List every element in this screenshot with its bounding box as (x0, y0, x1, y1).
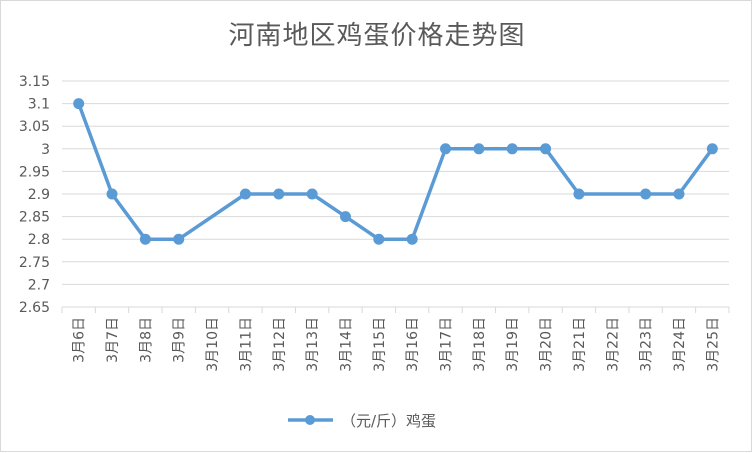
data-point (139, 233, 151, 245)
data-point (440, 143, 452, 155)
data-point (640, 188, 652, 200)
data-point (239, 188, 251, 200)
x-tick-label: 3月11日 (238, 317, 254, 372)
chart-title: 河南地区鸡蛋价格走势图 (228, 21, 526, 51)
y-tick-label: 3 (41, 142, 50, 158)
x-tick-label: 3月12日 (272, 317, 288, 372)
x-tick-label: 3月20日 (539, 317, 555, 372)
x-tick-label: 3月13日 (305, 317, 321, 372)
y-tick-label: 3.15 (19, 74, 50, 90)
y-tick-label: 2.7 (28, 277, 50, 293)
y-tick-label: 2.95 (19, 164, 50, 180)
legend-marker (305, 415, 315, 425)
y-tick-label: 3.1 (28, 97, 50, 113)
x-tick-label: 3月24日 (672, 317, 688, 372)
x-tick-label: 3月17日 (439, 317, 455, 372)
data-point (373, 233, 385, 245)
x-tick-label: 3月14日 (338, 317, 354, 372)
data-point (339, 211, 351, 223)
data-point (106, 188, 118, 200)
x-tick-label: 3月22日 (605, 317, 621, 372)
x-tick-label: 3月7日 (105, 317, 121, 363)
x-tick-label: 3月8日 (138, 317, 154, 363)
data-point (73, 98, 85, 110)
x-tick-label: 3月23日 (639, 317, 655, 372)
y-tick-label: 2.8 (28, 232, 50, 248)
x-tick-label: 3月19日 (505, 317, 521, 372)
y-tick-label: 2.9 (28, 187, 50, 203)
data-point (173, 233, 185, 245)
data-point (706, 143, 718, 155)
data-point (473, 143, 485, 155)
x-tick-label: 3月6日 (72, 317, 88, 363)
x-tick-label: 3月10日 (205, 317, 221, 372)
data-point (306, 188, 318, 200)
legend-label: （元/斤）鸡蛋 (341, 412, 436, 430)
x-tick-label: 3月15日 (372, 317, 388, 372)
y-tick-label: 2.65 (19, 300, 50, 316)
x-tick-label: 3月16日 (405, 317, 421, 372)
data-point (573, 188, 585, 200)
data-point (406, 233, 418, 245)
data-point (673, 188, 685, 200)
data-point (540, 143, 552, 155)
y-tick-label: 2.85 (19, 210, 50, 226)
x-tick-label: 3月21日 (572, 317, 588, 372)
x-tick-label: 3月18日 (472, 317, 488, 372)
y-tick-label: 3.05 (19, 119, 50, 135)
data-point (273, 188, 285, 200)
y-tick-label: 2.75 (19, 255, 50, 271)
x-tick-label: 3月9日 (172, 317, 188, 363)
x-tick-label: 3月25日 (705, 317, 721, 372)
series-line (77, 102, 714, 241)
data-point (506, 143, 518, 155)
